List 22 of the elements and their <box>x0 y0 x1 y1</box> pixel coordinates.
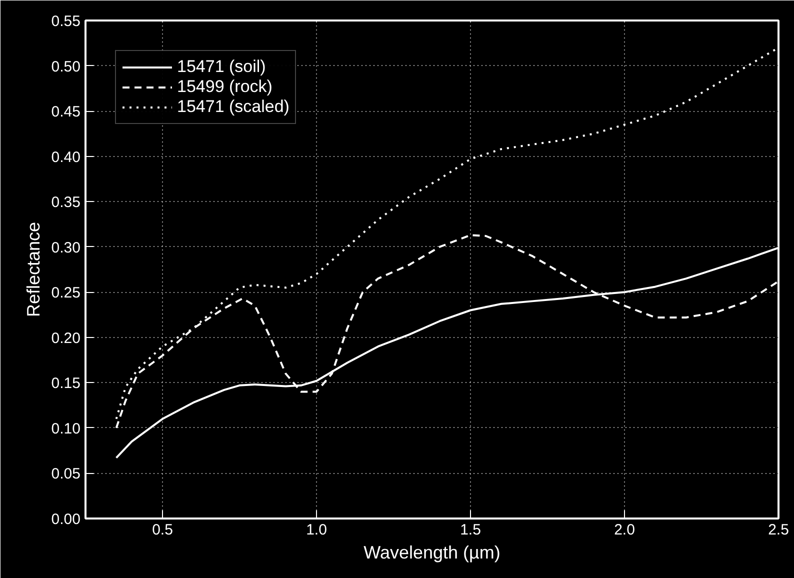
y-tick-label: 0.05 <box>51 466 81 483</box>
legend-label: 15499 (rock) <box>177 77 272 97</box>
y-tick-label: 0.35 <box>51 194 81 212</box>
y-tick-label: 0.15 <box>51 375 81 392</box>
x-tick-label: 2.0 <box>614 522 635 538</box>
y-tick-label: 0.55 <box>51 13 81 30</box>
y-axis-title: Reflectance <box>23 222 44 318</box>
x-axis-title: Wavelength (µm) <box>364 542 500 562</box>
y-tick-label: 0.00 <box>51 511 81 528</box>
y-tick-label: 0.30 <box>51 239 81 256</box>
x-tick-label: 0.5 <box>152 522 173 538</box>
y-tick-label: 0.45 <box>51 104 81 121</box>
legend-label: 15471 (soil) <box>177 57 266 77</box>
x-tick-label: 1.0 <box>306 522 327 538</box>
y-tick-label: 0.40 <box>51 148 81 166</box>
x-tick-label: 2.5 <box>768 522 789 538</box>
y-tick-label: 0.25 <box>51 284 81 302</box>
y-tick-label: 0.20 <box>51 330 81 347</box>
y-tick-label: 0.10 <box>51 420 81 438</box>
x-tick-label: 1.5 <box>460 522 481 538</box>
legend-label: 15471 (scaled) <box>177 97 290 117</box>
y-tick-label: 0.50 <box>51 58 81 76</box>
